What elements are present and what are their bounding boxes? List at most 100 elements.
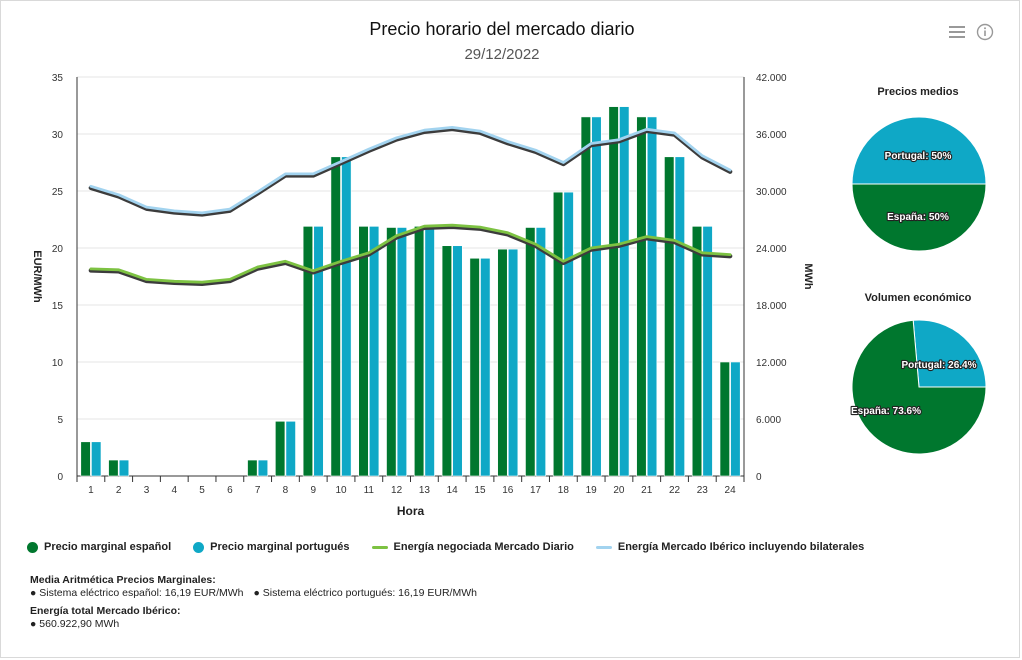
x-tick-label: 19	[586, 485, 598, 496]
legend-item-energy-iberian[interactable]: Energía Mercado Ibérico incluyendo bilat…	[595, 541, 864, 553]
y-right-tick-label: 12.000	[756, 358, 787, 369]
x-tick-label: 10	[335, 485, 347, 496]
total-energy-heading: Energía total Mercado Ibérico:	[30, 605, 181, 617]
bar-portugal-price[interactable]	[369, 226, 380, 477]
bar-spain-price[interactable]	[80, 441, 91, 477]
bar-portugal-price[interactable]	[452, 245, 463, 477]
bar-portugal-price[interactable]	[285, 420, 296, 477]
x-tick-label: 18	[558, 485, 570, 496]
avg-price-spain: ● Sistema eléctrico español: 16,19 EUR/M…	[30, 587, 244, 599]
line-energy-iberian-shadow	[88, 126, 733, 217]
x-tick-label: 12	[391, 485, 403, 496]
bar-portugal-price[interactable]	[507, 248, 519, 477]
x-tick-label: 21	[641, 485, 653, 496]
bar-portugal-price[interactable]	[619, 106, 630, 477]
x-axis-title: Hora	[397, 504, 425, 518]
x-tick-label: 22	[669, 485, 681, 496]
summary-block: Media Aritmética Precios Marginales: ● S…	[30, 574, 477, 631]
bar-spain-price[interactable]	[386, 227, 397, 477]
bar-portugal-price[interactable]	[730, 361, 741, 477]
bar-portugal-price[interactable]	[591, 116, 602, 477]
bar-spain-price[interactable]	[552, 191, 564, 477]
legend-energy-iberian-marker	[595, 545, 612, 549]
x-tick-label: 1	[88, 485, 94, 496]
bar-spain-price[interactable]	[275, 420, 286, 477]
bar-spain-price[interactable]	[719, 361, 730, 477]
y-left-tick-label: 20	[52, 244, 64, 255]
y-right-tick-label: 18.000	[756, 301, 787, 312]
y-right-tick-label: 42.000	[756, 73, 787, 84]
y-left-axis-title: EUR/MWh	[31, 250, 43, 303]
y-left-tick-label: 0	[57, 472, 63, 483]
x-tick-label: 16	[502, 485, 514, 496]
line-energy-md[interactable]	[89, 223, 732, 284]
bar-spain-price[interactable]	[608, 106, 619, 477]
bar-portugal-price[interactable]	[535, 227, 546, 477]
legend-portugal-label: Precio marginal portugués	[210, 541, 350, 553]
pie-slice-label: Portugal: 26.4%	[901, 360, 976, 371]
x-tick-label: 24	[725, 485, 737, 496]
bar-portugal-price[interactable]	[91, 441, 102, 477]
x-tick-label: 8	[283, 485, 289, 496]
x-tick-label: 4	[171, 485, 177, 496]
y-left-tick-label: 35	[52, 73, 64, 84]
bar-spain-price[interactable]	[691, 226, 703, 477]
x-tick-label: 11	[364, 485, 375, 496]
line-energy-iberian[interactable]	[89, 126, 732, 215]
bar-portugal-price[interactable]	[118, 459, 130, 477]
x-tick-label: 6	[227, 485, 233, 496]
bar-portugal-price[interactable]	[563, 191, 574, 477]
bar-spain-price[interactable]	[247, 459, 258, 477]
bar-spain-price[interactable]	[469, 257, 480, 477]
info-circle-icon[interactable]	[976, 23, 994, 41]
bar-spain-price[interactable]	[330, 156, 341, 477]
x-tick-label: 20	[613, 485, 625, 496]
legend-spain-marker	[27, 541, 38, 553]
pie-slice-spain[interactable]	[851, 319, 987, 455]
bar-spain-price[interactable]	[302, 226, 314, 477]
chart-title: Precio horario del mercado diario	[369, 19, 635, 39]
pie-slice-portugal[interactable]	[851, 116, 987, 185]
pie-slice-portugal[interactable]	[912, 319, 987, 388]
x-tick-label: 14	[447, 485, 459, 496]
bar-spain-price[interactable]	[580, 116, 591, 477]
hourly-price-chart: 0510152025303506.00012.00018.00024.00030…	[31, 73, 814, 518]
x-tick-label: 9	[310, 485, 316, 496]
pie-title-volumen-economico: Volumen económico	[864, 292, 972, 304]
bar-portugal-price[interactable]	[424, 226, 435, 477]
bar-spain-price[interactable]	[413, 226, 425, 477]
bar-portugal-price[interactable]	[674, 156, 685, 477]
y-right-tick-label: 24.000	[756, 244, 787, 255]
x-tick-label: 23	[697, 485, 709, 496]
bar-spain-price[interactable]	[108, 459, 119, 477]
bar-portugal-price[interactable]	[313, 226, 324, 477]
legend-item-portugal-price[interactable]: Precio marginal portugués	[193, 541, 350, 553]
legend-energy-md-marker	[371, 545, 388, 549]
x-tick-label: 17	[530, 485, 542, 496]
bar-spain-price[interactable]	[441, 245, 452, 477]
pie-slice-label: Portugal: 50%	[885, 151, 952, 162]
bar-spain-price[interactable]	[636, 116, 647, 477]
bar-portugal-price[interactable]	[396, 227, 408, 477]
x-tick-label: 2	[116, 485, 122, 496]
bar-spain-price[interactable]	[497, 248, 508, 477]
x-tick-label: 7	[255, 485, 261, 496]
x-tick-label: 5	[199, 485, 205, 496]
y-left-tick-label: 25	[52, 187, 64, 198]
bar-spain-price[interactable]	[358, 226, 369, 477]
bar-spain-price[interactable]	[525, 227, 536, 477]
pie-slice-spain[interactable]	[851, 183, 987, 252]
y-left-tick-label: 5	[57, 415, 63, 426]
hamburger-menu-icon[interactable]	[949, 25, 965, 39]
bar-portugal-price[interactable]	[646, 116, 658, 477]
legend-portugal-marker	[193, 541, 205, 553]
bar-portugal-price[interactable]	[341, 156, 352, 477]
legend-item-spain-price[interactable]: Precio marginal español	[27, 541, 171, 553]
legend-item-energy-md[interactable]: Energía negociada Mercado Diario	[371, 541, 574, 553]
x-tick-label: 3	[144, 485, 150, 496]
bar-spain-price[interactable]	[664, 156, 675, 477]
avg-price-heading: Media Aritmética Precios Marginales:	[30, 574, 216, 586]
bar-portugal-price[interactable]	[257, 459, 269, 477]
bar-portugal-price[interactable]	[702, 226, 713, 477]
bar-portugal-price[interactable]	[480, 257, 491, 477]
